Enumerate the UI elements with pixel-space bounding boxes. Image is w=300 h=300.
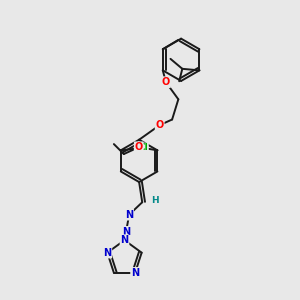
Text: O: O [162,77,170,87]
Text: N: N [125,210,133,220]
Text: N: N [103,248,111,258]
Text: N: N [122,227,130,237]
Text: N: N [120,235,129,245]
Text: Cl: Cl [138,143,148,152]
Text: H: H [152,196,159,205]
Text: N: N [131,268,139,278]
Text: O: O [135,142,143,152]
Text: O: O [156,120,164,130]
